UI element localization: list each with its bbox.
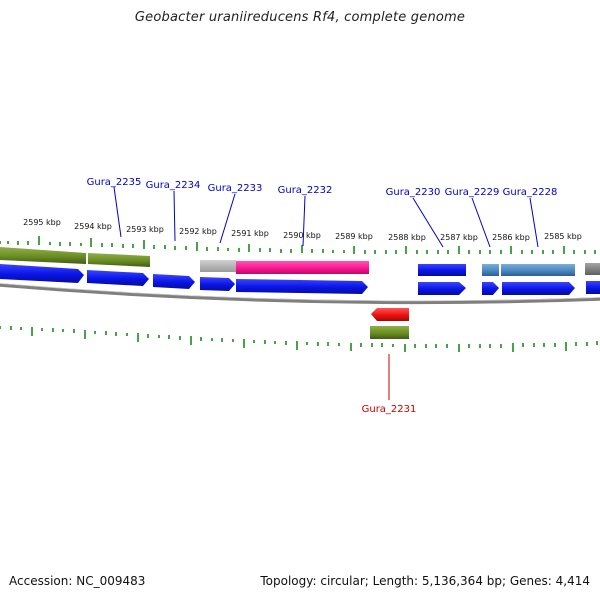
tick-label: 2586 kbp [492,233,530,242]
gene-segment-7[interactable] [482,282,499,295]
gene-label-gura-2230[interactable]: Gura_2230 [386,187,441,198]
cog-outer-track [0,247,600,276]
gene-segment-1[interactable] [0,264,84,283]
forward-gene-track [0,264,600,295]
tick-label: 2588 kbp [388,233,426,242]
gene-segment-6[interactable] [418,282,466,295]
cog-segment-2[interactable] [88,253,150,267]
gene-label-gura-2232[interactable]: Gura_2232 [278,185,333,196]
tick-label: 2587 kbp [440,233,478,242]
inner-tick-ring [0,326,598,352]
cog-segment-3[interactable] [200,260,236,272]
gene-label-gura-2234[interactable]: Gura_2234 [146,180,201,191]
gene-segment-10[interactable] [371,308,409,321]
genome-backbone-highlight [0,283,600,302]
gene-segment-8[interactable] [502,282,575,295]
reverse-gene-track [371,308,409,321]
leader-line [302,195,306,247]
gene-segment-3[interactable] [153,274,195,289]
cog-segment-7[interactable] [501,264,575,276]
tick-label: 2589 kbp [335,232,373,241]
leader-line [113,186,122,238]
label-leader-lines [113,186,539,400]
genome-backbone [0,283,600,305]
gene-segment-2[interactable] [87,270,149,286]
leader-line [529,197,539,248]
leader-line [412,197,444,248]
tick-label: 2592 kbp [179,227,217,236]
gene-segment-4[interactable] [200,277,235,291]
tick-label: 2585 kbp [544,232,582,241]
cog-segment-6[interactable] [482,264,499,276]
tick-label: 2590 kbp [283,231,321,240]
map-title: Geobacter uraniireducens Rf4, complete g… [134,10,466,25]
cog-segment-1[interactable] [0,247,86,264]
tick-label: 2591 kbp [231,229,269,238]
genome-summary-text: Topology: circular; Length: 5,136,364 bp… [260,574,590,588]
gene-segment-9[interactable] [586,281,600,294]
gene-label-gura-2228[interactable]: Gura_2228 [503,187,558,198]
leader-line [471,197,491,248]
gene-segment-5[interactable] [236,279,368,294]
gene-label-gura-2229[interactable]: Gura_2229 [445,187,500,198]
position-tick-labels: 2595 kbp 2594 kbp 2593 kbp 2592 kbp 2591… [23,218,582,242]
gene-labels: Gura_2235 Gura_2234 Gura_2233 Gura_2232 … [87,177,558,415]
tick-label: 2593 kbp [126,225,164,234]
cog-inner-track [370,326,409,339]
leader-line [219,193,236,244]
cog-segment-4[interactable] [236,261,369,274]
cog-segment-8[interactable] [585,263,600,275]
outer-tick-ring [0,236,596,254]
gene-label-gura-2233[interactable]: Gura_2233 [208,183,263,194]
tick-label: 2594 kbp [74,222,112,231]
leader-line [173,190,176,242]
accession-text: Accession: NC_009483 [9,574,146,588]
cog-segment-5[interactable] [418,264,466,276]
tick-label: 2595 kbp [23,218,61,227]
gene-label-gura-2235[interactable]: Gura_2235 [87,177,142,188]
gene-label-gura-2231[interactable]: Gura_2231 [362,404,417,415]
cog-inner-segment[interactable] [370,326,409,339]
